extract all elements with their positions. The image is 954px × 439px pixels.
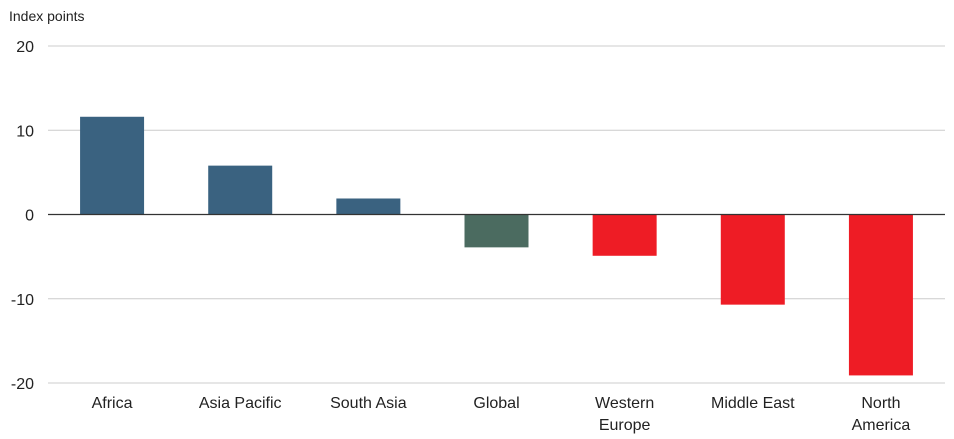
x-tick-label: South Asia <box>330 395 407 412</box>
x-tick-label: Global <box>473 395 519 412</box>
x-tick-label: North America <box>852 395 911 434</box>
bar <box>592 214 657 256</box>
bar <box>336 198 401 215</box>
y-tick-label: 0 <box>25 208 34 225</box>
y-axis-label: Index points <box>9 8 85 24</box>
bar <box>720 214 785 305</box>
bar <box>464 214 529 248</box>
x-tick-label: Asia Pacific <box>199 395 282 412</box>
y-tick-label: 20 <box>16 39 34 56</box>
y-tick-label: -20 <box>11 376 34 393</box>
x-tick-label: Africa <box>92 395 133 412</box>
bar <box>80 116 145 215</box>
y-tick-label: -10 <box>11 292 34 309</box>
y-tick-label: 10 <box>16 123 34 140</box>
x-tick-label: Middle East <box>711 395 795 412</box>
bar <box>208 165 273 215</box>
bar <box>848 214 913 376</box>
x-tick-label: Western Europe <box>595 395 654 434</box>
